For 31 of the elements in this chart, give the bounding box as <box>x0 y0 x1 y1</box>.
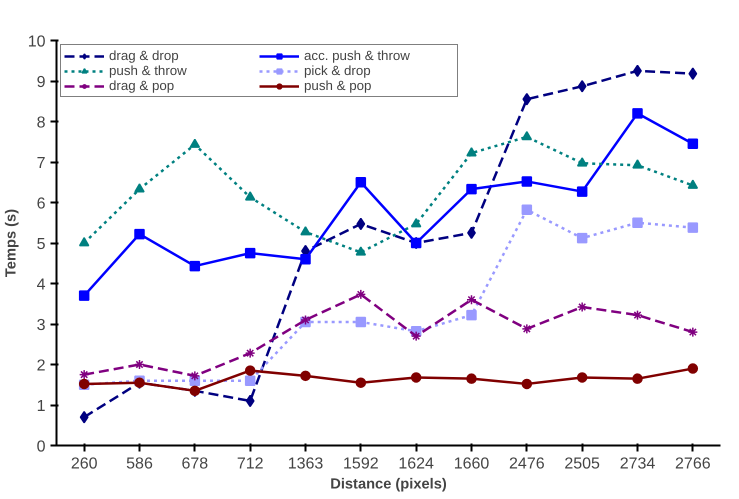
y-tick-label: 9 <box>36 74 46 91</box>
y-tick-label: 0 <box>36 438 46 456</box>
x-tick-label: 678 <box>181 456 208 472</box>
x-tick-label: 2766 <box>675 456 711 472</box>
legend-label: drag & drop <box>109 48 180 63</box>
legend-label: pick & drop <box>304 63 372 78</box>
x-tick-label: 1363 <box>288 456 324 472</box>
legend-label: acc. push & throw <box>304 48 411 63</box>
y-tick-label: 3 <box>36 317 46 334</box>
legend-label: push & throw <box>109 63 188 78</box>
x-tick-label: 2476 <box>509 456 545 472</box>
y-axis-title: Temps (s) <box>4 208 20 278</box>
x-tick-label: 1592 <box>343 456 379 472</box>
y-tick-label: 4 <box>36 276 46 294</box>
x-axis-title: Distance (pixels) <box>330 476 447 492</box>
x-tick-label: 1624 <box>398 456 434 472</box>
y-tick-label: 6 <box>36 196 46 212</box>
x-tick-label: 2505 <box>564 456 600 472</box>
x-tick-label: 586 <box>126 456 153 472</box>
legend-label: push & pop <box>304 78 372 93</box>
y-tick-label: 10 <box>28 34 46 50</box>
x-tick-label: 1660 <box>454 456 490 472</box>
y-tick-label: 1 <box>36 398 46 415</box>
y-tick-label: 7 <box>36 155 46 172</box>
legend-label: drag & pop <box>109 78 176 93</box>
x-tick-label: 260 <box>70 456 98 472</box>
x-tick-label: 712 <box>236 456 264 472</box>
y-tick-label: 2 <box>36 358 46 374</box>
y-tick-label: 8 <box>36 114 46 132</box>
y-tick-label: 5 <box>36 236 46 253</box>
x-tick-label: 2734 <box>620 456 656 472</box>
